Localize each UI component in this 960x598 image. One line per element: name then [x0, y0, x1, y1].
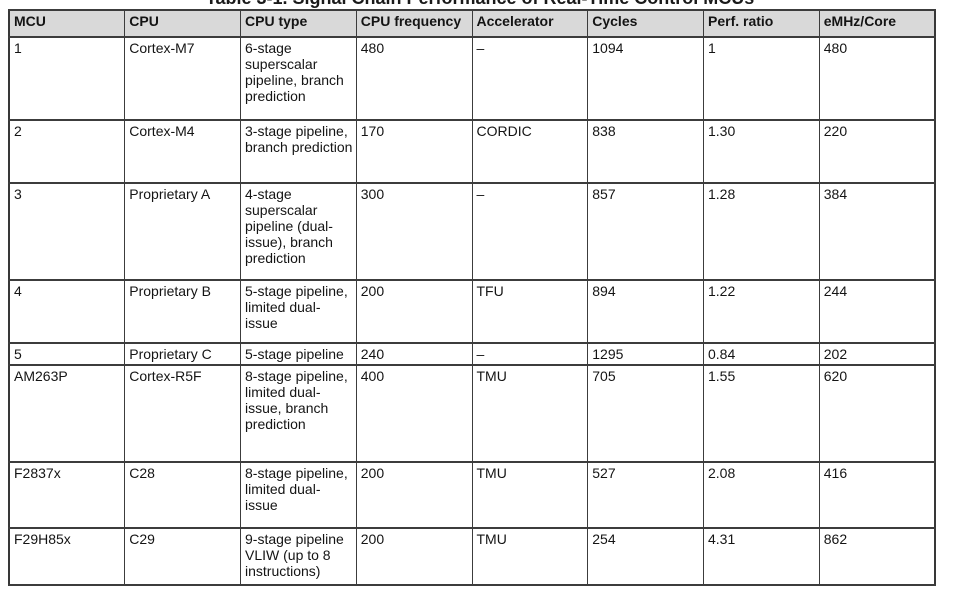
- table-cell: 1.55: [703, 364, 820, 463]
- table-cell: 6-stage superscalar pipeline, branch pre…: [240, 36, 357, 121]
- table-cell: Proprietary A: [124, 182, 241, 281]
- table-cell: 1: [8, 36, 126, 121]
- table-cell: 1094: [587, 36, 704, 121]
- table-cell: 8-stage pipeline, limited dual-issue: [240, 461, 357, 529]
- table-cell: Proprietary B: [124, 279, 241, 344]
- table-cell: 1295: [587, 342, 704, 366]
- table-row: 1 Cortex-M7 6-stage superscalar pipeline, …: [8, 36, 936, 121]
- table-cell: 200: [355, 527, 473, 586]
- table-cell: 416: [818, 461, 936, 529]
- table-cell: 254: [587, 527, 704, 586]
- column-header: Cycles: [587, 9, 704, 38]
- table-cell: 8-stage pipeline, limited dual-issue, br…: [240, 364, 357, 463]
- table-caption-text: Table 3-1. Signal Chain Performance of R…: [0, 0, 960, 8]
- table-cell: –: [471, 36, 589, 121]
- table-cell: 202: [818, 342, 936, 366]
- table-caption: Table 3-1. Signal Chain Performance of R…: [0, 0, 960, 8]
- table-cell: 1.22: [703, 279, 820, 344]
- table-row: 4 Proprietary B 5-stage pipeline, limited …: [8, 279, 936, 344]
- table-cell: 4: [8, 279, 126, 344]
- table-row: AM263P Cortex-R5F 8-stage pipeline, limite…: [8, 364, 936, 463]
- table-cell: 200: [355, 279, 473, 344]
- table-cell: 480: [355, 36, 473, 121]
- column-header: Perf. ratio: [703, 9, 820, 38]
- table-cell: 838: [587, 119, 704, 184]
- column-header: eMHz/Core: [818, 9, 936, 38]
- table-cell: 5: [8, 342, 126, 366]
- table-cell: 384: [818, 182, 936, 281]
- table-row: 2 Cortex-M4 3-stage pipeline, branch predi…: [8, 119, 936, 184]
- table-row: F2837x C28 8-stage pipeline, limited dual-…: [8, 461, 936, 529]
- table-cell: 9-stage pipeline VLIW (up to 8 instructi…: [240, 527, 357, 586]
- table-cell: 1.28: [703, 182, 820, 281]
- table-cell: 1: [703, 36, 820, 121]
- column-header: MCU: [8, 9, 126, 38]
- table-cell: 400: [355, 364, 473, 463]
- table-cell: CORDIC: [471, 119, 589, 184]
- table-cell: Cortex-M7: [124, 36, 241, 121]
- table-cell: F29H85x: [8, 527, 126, 586]
- table-cell: 3-stage pipeline, branch prediction: [240, 119, 357, 184]
- table-cell: 2: [8, 119, 126, 184]
- table-cell: 527: [587, 461, 704, 529]
- table-cell: TMU: [471, 461, 589, 529]
- table-cell: 857: [587, 182, 704, 281]
- table-cell: 2.08: [703, 461, 820, 529]
- table-cell: 170: [355, 119, 473, 184]
- table-row: 5 Proprietary C 5-stage pipeline 240–1295 0.…: [8, 342, 936, 366]
- table-cell: AM263P: [8, 364, 126, 463]
- table-cell: 244: [818, 279, 936, 344]
- table-cell: TMU: [471, 527, 589, 586]
- table-cell: 894: [587, 279, 704, 344]
- table-cell: F2837x: [8, 461, 126, 529]
- table-cell: 5-stage pipeline: [240, 342, 357, 366]
- table-cell: 4.31: [703, 527, 820, 586]
- table-row: 3 Proprietary A 4-stage superscalar pipeli…: [8, 182, 936, 281]
- table-cell: 300: [355, 182, 473, 281]
- column-header: CPU type: [240, 9, 357, 38]
- table-cell: Proprietary C: [124, 342, 241, 366]
- table-body: 1 Cortex-M7 6-stage superscalar pipeline, …: [8, 36, 936, 586]
- column-header: Accelerator: [471, 9, 589, 38]
- table-cell: 220: [818, 119, 936, 184]
- table-cell: 0.84: [703, 342, 820, 366]
- header-row: MCU CPU CPU type CPU frequency Accelerator Cy…: [8, 9, 936, 38]
- column-header: CPU: [124, 9, 241, 38]
- table-cell: TMU: [471, 364, 589, 463]
- table-cell: 620: [818, 364, 936, 463]
- table-cell: C29: [124, 527, 241, 586]
- table-row: F29H85x C29 9-stage pipeline VLIW (up to 8…: [8, 527, 936, 586]
- table-cell: 240: [355, 342, 473, 366]
- mcu-performance-table: MCU CPU CPU type CPU frequency Accelerator Cy…: [8, 9, 936, 586]
- table-cell: 1.30: [703, 119, 820, 184]
- column-header: CPU frequency: [355, 9, 473, 38]
- table-cell: 5-stage pipeline, limited dual-issue: [240, 279, 357, 344]
- table-cell: 3: [8, 182, 126, 281]
- table-cell: Cortex-R5F: [124, 364, 241, 463]
- table-cell: –: [471, 342, 589, 366]
- table-cell: 480: [818, 36, 936, 121]
- table-cell: Cortex-M4: [124, 119, 241, 184]
- table-cell: –: [471, 182, 589, 281]
- table-cell: C28: [124, 461, 241, 529]
- table-cell: 705: [587, 364, 704, 463]
- table-cell: 4-stage superscalar pipeline (dual-issue…: [240, 182, 357, 281]
- table-cell: 200: [355, 461, 473, 529]
- table-cell: TFU: [471, 279, 589, 344]
- table-cell: 862: [818, 527, 936, 586]
